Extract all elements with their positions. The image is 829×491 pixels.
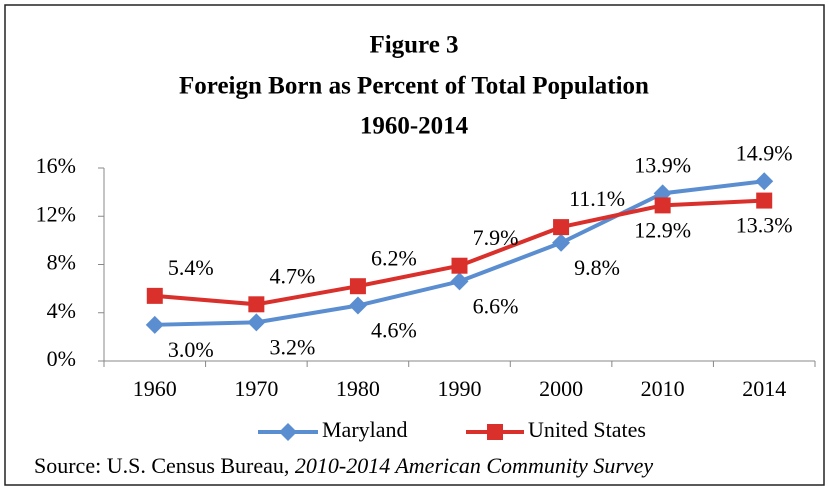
data-point <box>654 197 671 214</box>
chart-title: 1960-2014 <box>360 113 469 140</box>
data-point <box>146 287 163 304</box>
legend-marker <box>487 424 503 440</box>
data-label: 5.4% <box>168 255 214 280</box>
data-label: 14.9% <box>736 140 793 165</box>
chart-border <box>4 4 825 486</box>
data-point <box>451 257 468 274</box>
data-point <box>349 278 366 295</box>
data-label: 3.0% <box>168 337 214 362</box>
x-tick-label: 1960 <box>133 376 177 401</box>
data-label: 3.2% <box>269 334 315 359</box>
x-tick-label: 2014 <box>742 376 786 401</box>
x-tick-label: 1990 <box>438 376 482 401</box>
data-label: 4.6% <box>371 318 417 343</box>
y-tick-label: 8% <box>47 250 76 275</box>
data-point <box>145 315 164 334</box>
chart-title: Figure 3 <box>369 32 458 59</box>
data-label: 12.9% <box>634 217 691 242</box>
legend-marker <box>279 423 297 441</box>
y-tick-label: 16% <box>36 153 76 178</box>
data-point <box>755 172 774 191</box>
data-point <box>553 219 570 236</box>
data-label: 9.8% <box>574 255 620 280</box>
data-point <box>247 313 266 332</box>
x-tick-label: 1980 <box>336 376 380 401</box>
chart-title: Foreign Born as Percent of Total Populat… <box>179 73 649 100</box>
data-point <box>248 296 265 313</box>
data-point <box>756 192 773 209</box>
y-tick-label: 12% <box>36 201 76 226</box>
data-label: 11.1% <box>569 186 625 211</box>
x-tick-label: 2000 <box>539 376 583 401</box>
x-tick-label: 1970 <box>234 376 278 401</box>
source-note: Source: U.S. Census Bureau, 2010-2014 Am… <box>34 453 653 478</box>
legend-label: Maryland <box>322 417 408 442</box>
data-label: 6.2% <box>371 245 417 270</box>
y-tick-label: 4% <box>47 298 76 323</box>
data-label: 13.3% <box>736 213 793 238</box>
data-label: 13.9% <box>634 152 691 177</box>
data-point <box>348 296 367 315</box>
source-italic: 2010-2014 American Community Survey <box>295 453 653 478</box>
data-point <box>552 233 571 252</box>
data-label: 4.7% <box>269 263 315 288</box>
source-text: Source: U.S. Census Bureau, <box>34 453 295 478</box>
x-tick-label: 2010 <box>641 376 685 401</box>
data-label: 6.6% <box>473 293 519 318</box>
y-tick-label: 0% <box>47 346 76 371</box>
legend-label: United States <box>528 417 646 442</box>
data-point <box>450 272 469 291</box>
data-label: 7.9% <box>473 225 519 250</box>
